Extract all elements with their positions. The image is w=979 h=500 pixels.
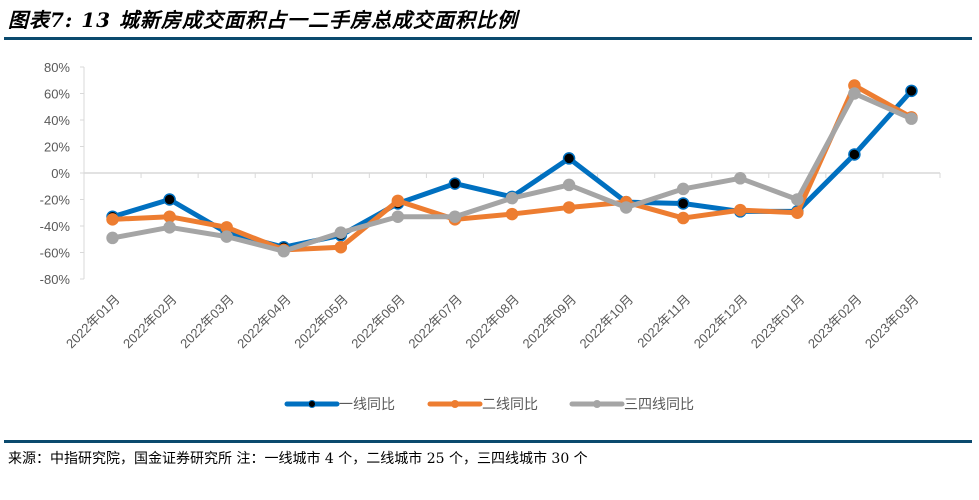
data-point — [905, 112, 918, 125]
data-point — [562, 201, 576, 214]
legend-label: 二线同比 — [482, 397, 538, 413]
data-point — [391, 210, 405, 223]
data-point — [676, 182, 690, 196]
x-tick-label: 2022年09月 — [520, 292, 580, 352]
y-tick-label: -40% — [40, 219, 71, 234]
source-note: 来源：中指研究院，国金证券研究所 注：一线城市 4 个，二线城市 25 个，三四… — [8, 451, 588, 467]
data-point — [848, 87, 861, 100]
data-point — [562, 178, 576, 192]
data-point — [334, 240, 348, 254]
footer-rule — [4, 440, 972, 443]
x-tick-label: 2022年10月 — [577, 292, 637, 352]
x-tick-label: 2022年03月 — [177, 292, 237, 352]
legend-marker — [593, 400, 601, 408]
legend-label: 三四线同比 — [624, 397, 694, 413]
x-tick-label: 2022年02月 — [120, 292, 180, 352]
data-point — [220, 230, 233, 243]
y-tick-label: -80% — [40, 272, 71, 287]
x-tick-label: 2022年05月 — [291, 292, 351, 352]
data-point — [791, 206, 804, 219]
data-point — [676, 211, 690, 225]
x-tick-label: 2022年12月 — [691, 292, 751, 352]
data-point — [848, 148, 861, 161]
y-tick-label: 60% — [44, 87, 70, 102]
x-tick-label: 2022年04月 — [234, 292, 294, 352]
x-tick-label: 2022年01月 — [63, 292, 123, 352]
data-point — [734, 203, 747, 217]
data-point — [106, 213, 119, 226]
y-tick-label: 0% — [51, 166, 70, 181]
x-tick-label: 2022年06月 — [348, 292, 408, 352]
data-point — [905, 84, 918, 98]
data-point — [277, 244, 290, 258]
data-point — [676, 197, 690, 210]
data-point — [448, 210, 462, 223]
y-tick-label: 20% — [44, 140, 70, 155]
chart-title: 图表7: 13 城新房成交面积占一二手房总成交面积比例 — [8, 8, 519, 32]
y-tick-label: -60% — [40, 246, 71, 261]
line-chart: 80%60%40%20%0%-20%-40%-60%-80%2022年01月20… — [40, 60, 941, 413]
data-point — [391, 194, 405, 208]
data-point — [505, 207, 519, 221]
legend-marker — [451, 400, 459, 408]
data-point — [334, 226, 348, 239]
data-point — [562, 152, 576, 165]
data-point — [448, 177, 462, 190]
title-rule — [4, 37, 972, 40]
data-point — [619, 201, 633, 214]
x-tick-label: 2022年08月 — [462, 292, 522, 352]
data-point — [734, 172, 747, 185]
legend-marker — [308, 400, 316, 408]
x-tick-label: 2022年11月 — [634, 292, 693, 351]
y-tick-label: -20% — [40, 193, 71, 208]
data-point — [791, 193, 804, 206]
legend-label: 一线同比 — [339, 397, 395, 413]
data-point — [163, 221, 176, 234]
x-tick-label: 2022年07月 — [405, 292, 465, 352]
data-point — [163, 210, 176, 223]
series-line-1 — [111, 89, 914, 250]
data-point — [163, 193, 176, 206]
x-tick-label: 2023年01月 — [748, 292, 808, 352]
x-tick-label: 2023年02月 — [805, 292, 865, 352]
y-tick-label: 40% — [44, 113, 70, 128]
x-tick-label: 2023年03月 — [862, 292, 922, 352]
y-tick-label: 80% — [44, 60, 70, 75]
data-point — [106, 231, 119, 245]
data-point — [505, 191, 519, 205]
